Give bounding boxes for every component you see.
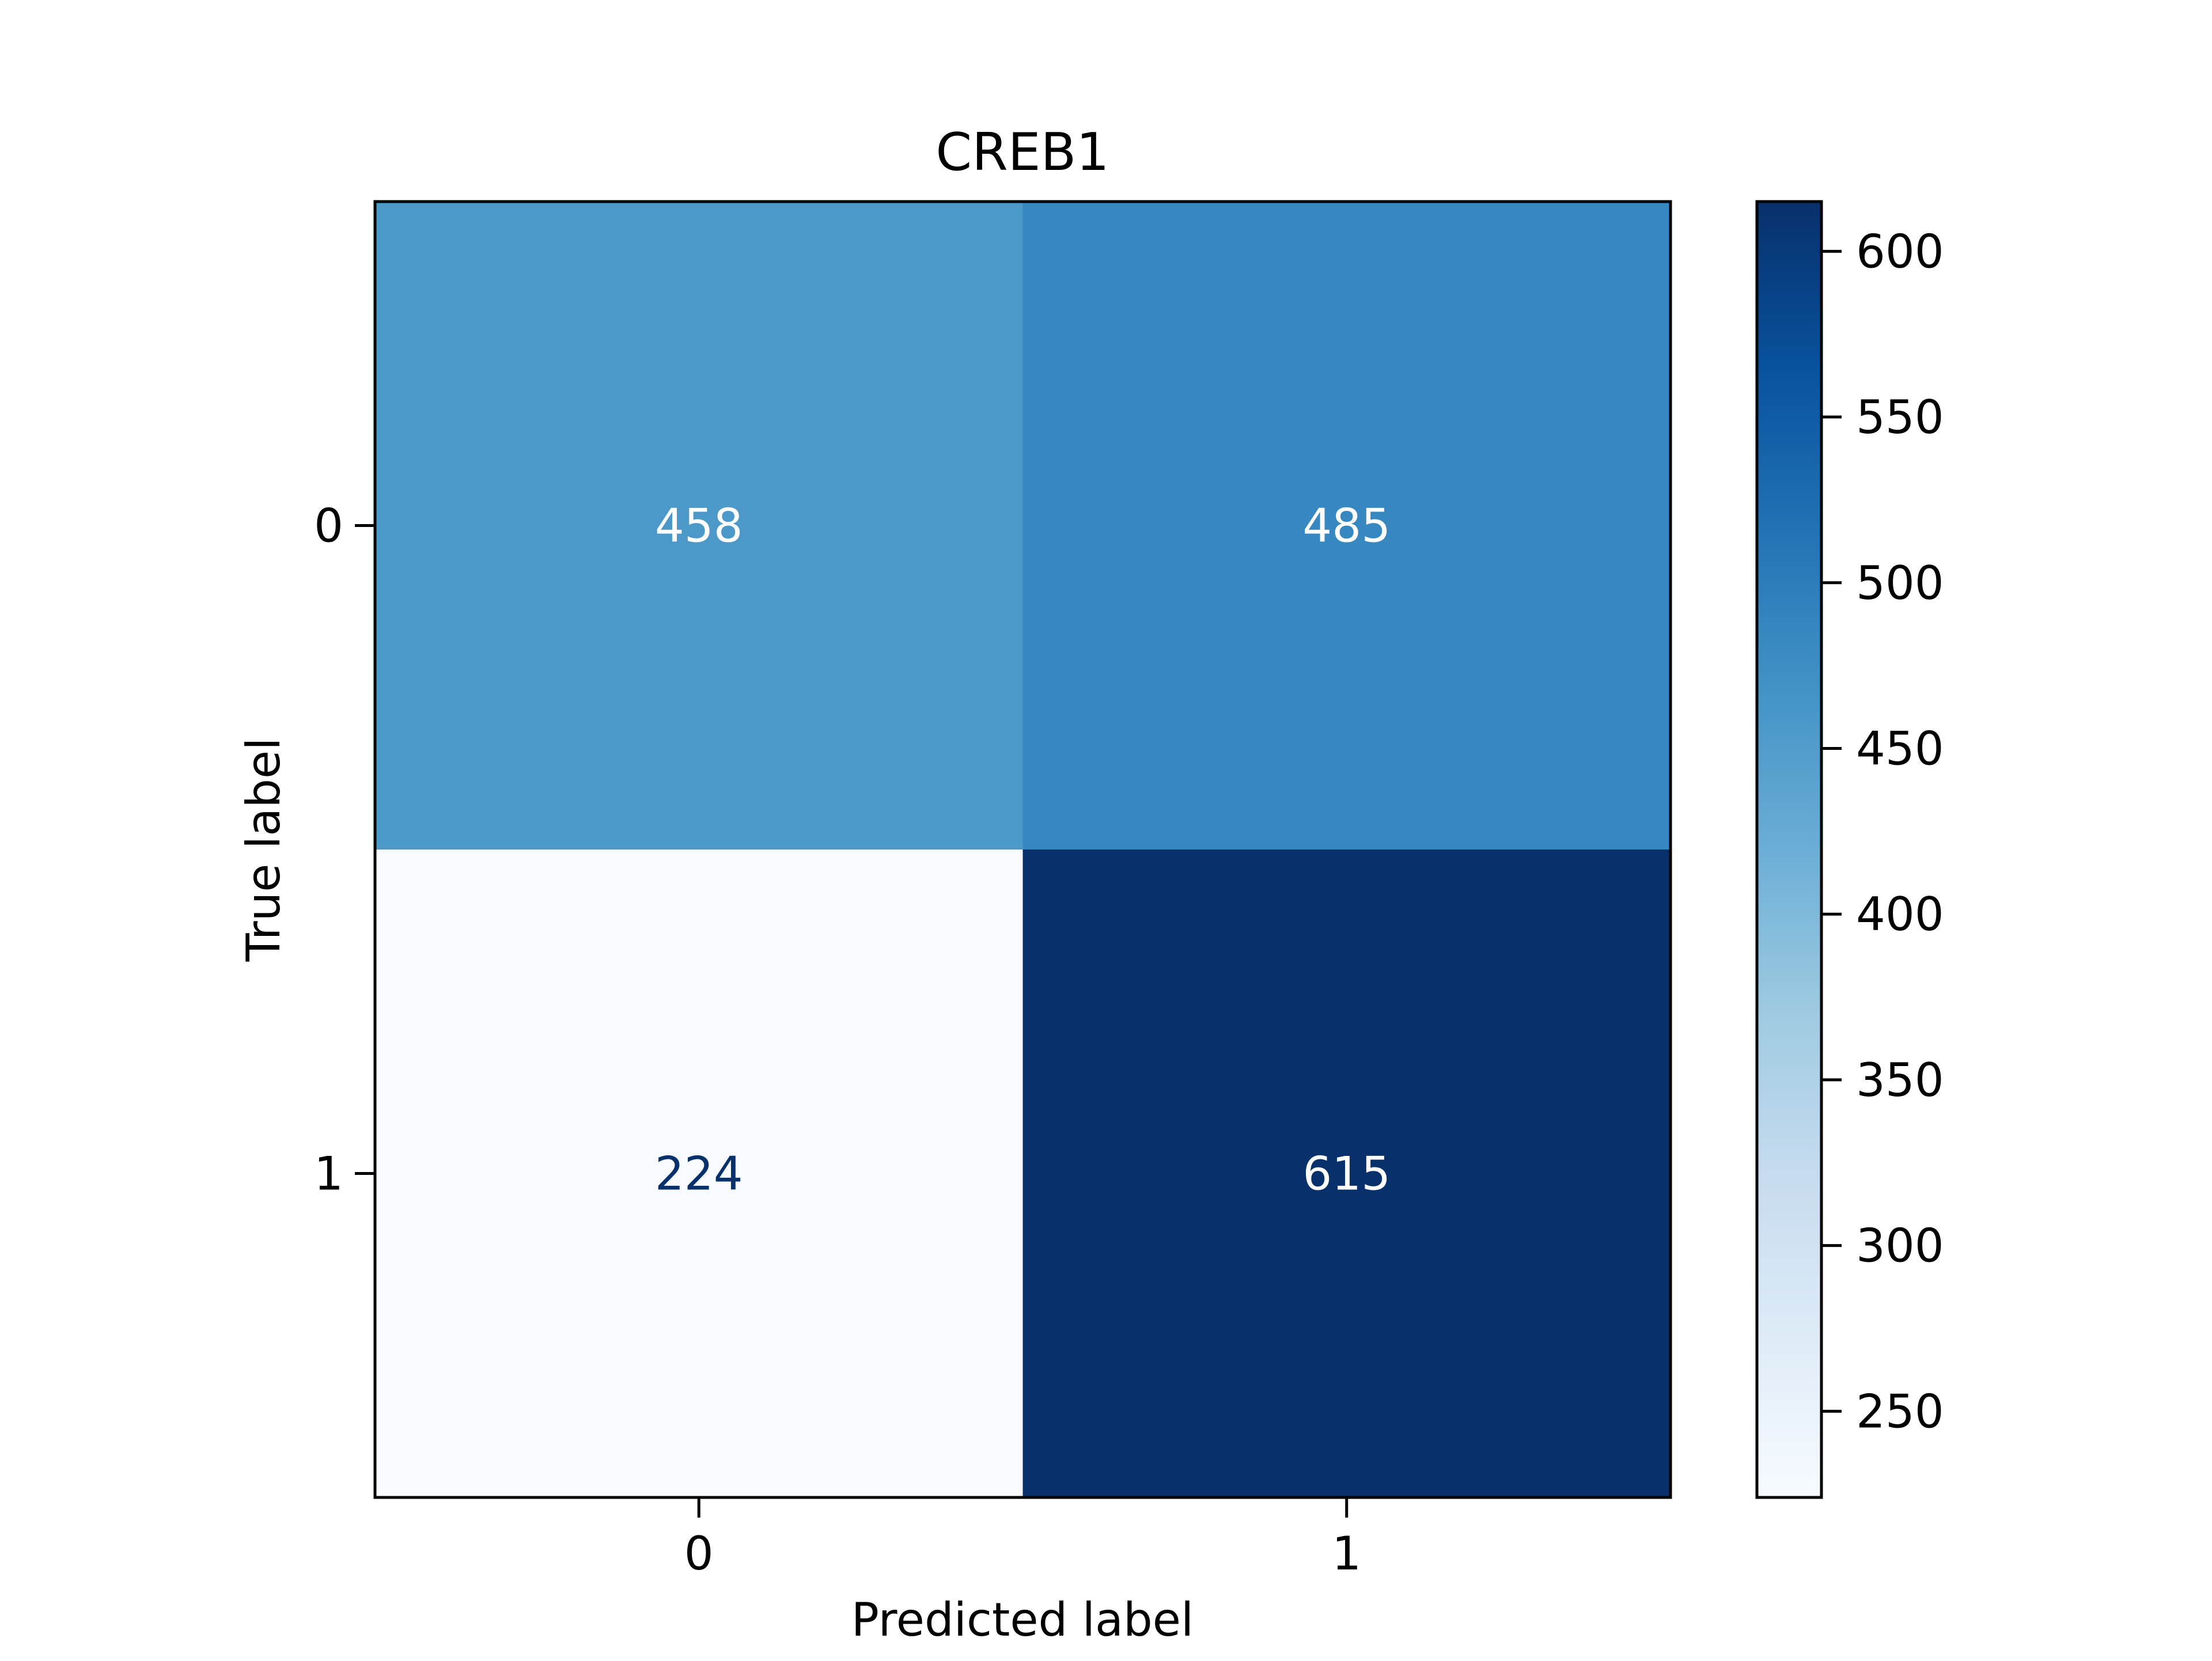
cell-value-r1-c0: 224 <box>655 1147 743 1201</box>
x-axis-label: Predicted label <box>851 1593 1194 1647</box>
colorbar <box>1755 200 1823 1499</box>
colorbar-tick-label: 600 <box>1856 225 1944 278</box>
colorbar-tick-label: 300 <box>1856 1219 1944 1273</box>
plot-area-frame <box>373 200 1672 1499</box>
heatmap-cell-r1-c0 <box>375 850 1023 1498</box>
x-tick-label: 1 <box>1332 1527 1361 1580</box>
cell-value-r0-c0: 458 <box>655 499 743 553</box>
colorbar-tick-label: 400 <box>1856 888 1944 941</box>
chart-title: CREB1 <box>935 122 1109 183</box>
axis-ticks: 0 1 0 1 <box>314 499 1361 1581</box>
y-tick-label: 0 <box>314 499 343 553</box>
colorbar-tick-label: 450 <box>1856 722 1944 775</box>
colorbar-tick-label: 250 <box>1856 1385 1944 1438</box>
cell-value-r1-c1: 615 <box>1302 1147 1391 1201</box>
x-tick-label: 0 <box>684 1527 714 1580</box>
heatmap-cell-r0-c0 <box>375 202 1023 850</box>
y-axis-label: True label <box>237 738 290 962</box>
colorbar-tick-label: 550 <box>1856 390 1944 444</box>
cell-annotations: 458 485 224 615 <box>655 499 1391 1201</box>
heatmap-cell-r0-c1 <box>1022 202 1671 850</box>
heatmap-cell-r1-c1 <box>1022 850 1671 1498</box>
colorbar-tick-label: 500 <box>1856 556 1944 610</box>
cell-value-r0-c1: 485 <box>1302 499 1391 553</box>
heatmap-cells <box>375 202 1671 1498</box>
colorbar-ticks: 250 300 350 400 450 500 550 600 <box>1821 225 1944 1438</box>
y-tick-label: 1 <box>314 1147 343 1201</box>
colorbar-tick-label: 350 <box>1856 1053 1944 1107</box>
